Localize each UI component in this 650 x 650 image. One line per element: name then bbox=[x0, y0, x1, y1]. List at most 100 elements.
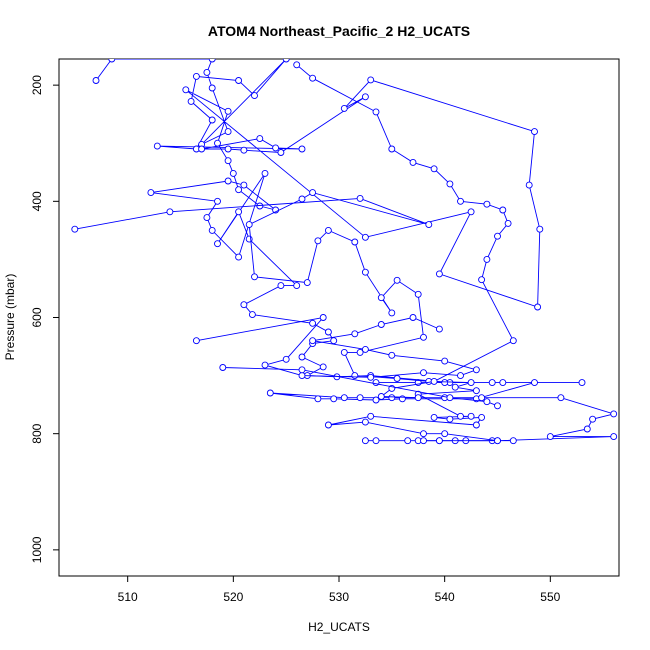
data-point bbox=[610, 410, 618, 418]
data-point bbox=[298, 366, 306, 374]
data-point bbox=[525, 181, 533, 189]
data-point bbox=[214, 139, 221, 147]
data-point bbox=[467, 379, 475, 387]
data-point bbox=[409, 314, 417, 321]
data-point bbox=[330, 395, 338, 403]
data-point bbox=[377, 321, 385, 328]
data-point bbox=[531, 379, 538, 387]
data-point bbox=[425, 221, 433, 229]
data-point bbox=[404, 437, 412, 445]
data-point bbox=[208, 116, 216, 124]
data-point bbox=[361, 345, 369, 353]
data-point bbox=[388, 351, 396, 359]
data-point bbox=[483, 200, 491, 208]
data-point bbox=[393, 375, 401, 382]
data-point bbox=[293, 282, 301, 290]
data-point bbox=[435, 437, 443, 445]
data-point bbox=[430, 413, 438, 421]
y-axis-label: Pressure (mbar) bbox=[3, 274, 17, 361]
data-point bbox=[108, 59, 116, 63]
data-point bbox=[340, 104, 348, 112]
data-point bbox=[240, 146, 248, 154]
data-point bbox=[457, 412, 464, 420]
x-axis: 510 520 530 540 550 bbox=[118, 576, 561, 604]
data-point bbox=[251, 273, 258, 281]
data-point bbox=[446, 415, 454, 423]
data-point bbox=[224, 177, 232, 185]
data-point bbox=[388, 309, 396, 317]
data-point bbox=[483, 398, 491, 406]
data-point bbox=[282, 59, 290, 63]
chart-title: ATOM4 Northeast_Pacific_2 H2_UCATS bbox=[208, 23, 470, 39]
data-point bbox=[298, 353, 306, 361]
data-point bbox=[534, 303, 542, 311]
data-point bbox=[361, 437, 369, 445]
data-point bbox=[430, 165, 438, 173]
data-point bbox=[351, 372, 359, 380]
data-point bbox=[298, 195, 306, 203]
data-point bbox=[414, 290, 422, 298]
x-tick-label: 520 bbox=[223, 590, 243, 604]
data-point bbox=[330, 337, 338, 345]
data-point bbox=[198, 145, 206, 153]
data-point bbox=[578, 379, 586, 387]
data-point bbox=[467, 208, 475, 216]
data-point bbox=[182, 86, 190, 94]
data-point bbox=[340, 394, 348, 402]
data-point bbox=[420, 430, 427, 438]
data-point bbox=[166, 208, 174, 216]
data-point bbox=[203, 214, 211, 222]
data-point bbox=[245, 221, 253, 229]
data-point bbox=[409, 158, 417, 166]
data-point bbox=[224, 107, 232, 115]
data-point bbox=[192, 72, 200, 80]
data-point bbox=[235, 253, 243, 261]
data-point bbox=[208, 59, 216, 63]
data-point bbox=[293, 61, 301, 69]
data-point bbox=[536, 225, 544, 233]
data-point bbox=[372, 396, 380, 404]
data-point bbox=[589, 415, 597, 423]
data-point bbox=[324, 328, 332, 336]
data-point bbox=[361, 93, 369, 101]
y-tick-label: 800 bbox=[30, 423, 44, 443]
data-point bbox=[361, 268, 369, 276]
data-point bbox=[192, 337, 200, 345]
data-point bbox=[483, 255, 491, 263]
data-point bbox=[319, 363, 327, 371]
data-point bbox=[435, 325, 443, 333]
series-3 bbox=[293, 61, 517, 402]
data-point bbox=[224, 145, 232, 153]
data-point bbox=[356, 394, 364, 402]
series-layer bbox=[71, 59, 618, 445]
data-point bbox=[372, 437, 380, 445]
data-point bbox=[546, 433, 554, 441]
data-point bbox=[214, 197, 221, 205]
data-point bbox=[494, 437, 501, 445]
data-point bbox=[388, 394, 396, 402]
data-point bbox=[420, 437, 427, 445]
data-point bbox=[494, 402, 501, 410]
data-point bbox=[478, 276, 486, 284]
data-point bbox=[372, 108, 380, 116]
data-point bbox=[214, 240, 221, 248]
data-point bbox=[557, 394, 565, 402]
data-point bbox=[420, 369, 427, 377]
data-point bbox=[377, 294, 385, 302]
data-point bbox=[509, 337, 517, 345]
data-point bbox=[457, 372, 464, 380]
data-point bbox=[71, 225, 79, 233]
y-tick-label: 400 bbox=[30, 191, 44, 211]
data-point bbox=[277, 282, 285, 290]
data-point bbox=[531, 128, 538, 136]
data-point bbox=[261, 169, 269, 177]
data-point bbox=[187, 97, 195, 105]
data-point bbox=[351, 330, 359, 338]
data-point bbox=[499, 379, 507, 387]
data-point bbox=[451, 383, 459, 391]
data-point bbox=[153, 142, 161, 150]
x-axis-label: H2_UCATS bbox=[308, 620, 370, 634]
data-point bbox=[361, 418, 369, 426]
